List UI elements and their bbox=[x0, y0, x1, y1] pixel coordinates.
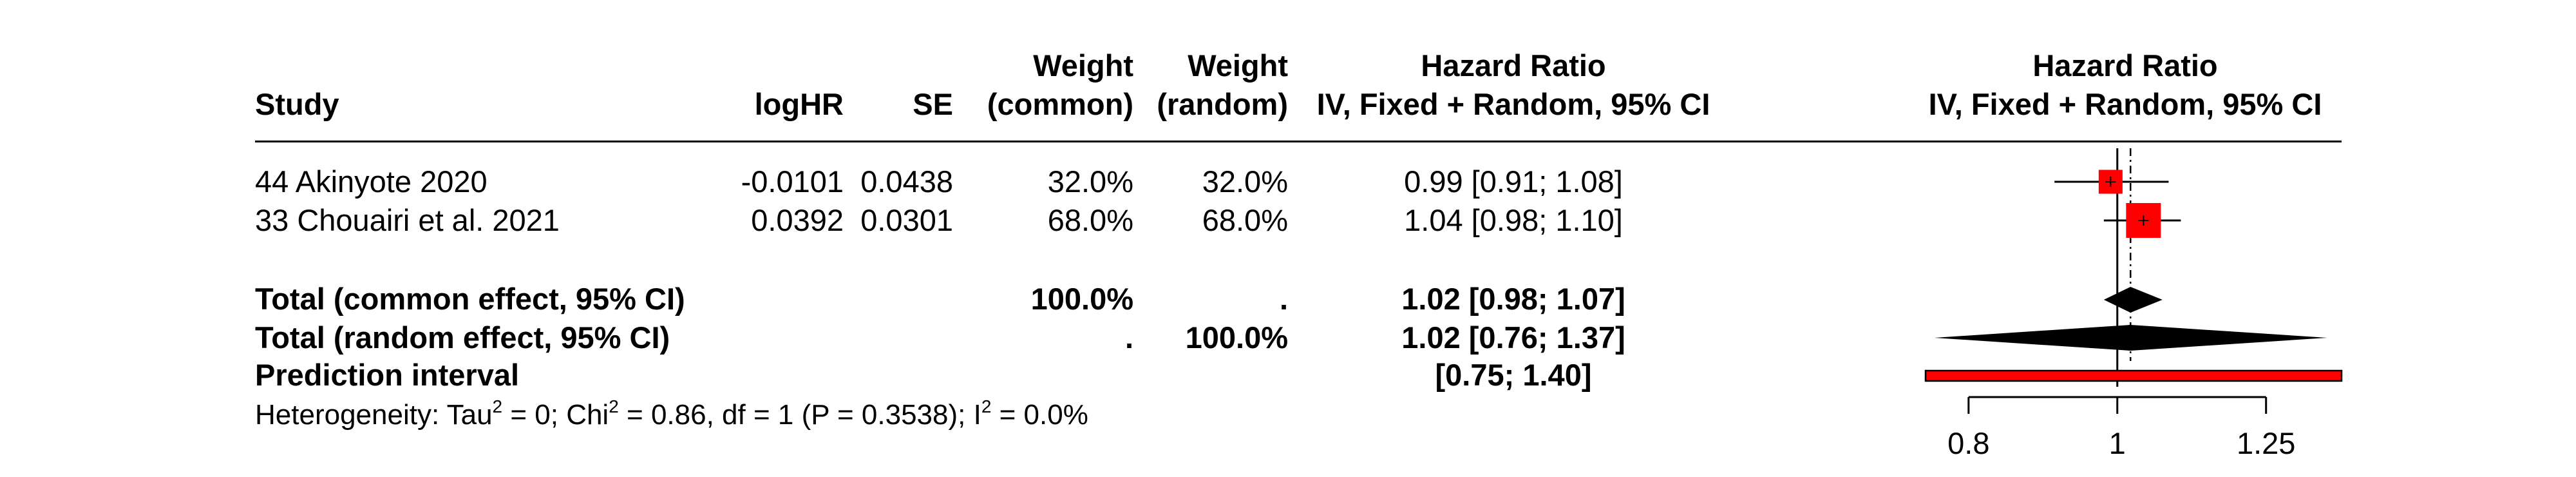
header-weight-random-line1: Weight bbox=[1188, 48, 1288, 83]
header-divider bbox=[255, 141, 2342, 142]
prediction-ci-text: [0.75; 1.40] bbox=[1435, 358, 1592, 392]
study-weight-random: 32.0% bbox=[1202, 164, 1288, 199]
common-ci-text: 1.02 [0.98; 1.07] bbox=[1401, 282, 1625, 316]
common-weight-random: . bbox=[1279, 282, 1288, 316]
header-plot-line2: IV, Fixed + Random, 95% CI bbox=[1928, 87, 2322, 121]
prediction-interval-bar bbox=[1924, 369, 2343, 382]
study-se: 0.0301 bbox=[860, 203, 953, 237]
study-weight-common: 68.0% bbox=[1047, 203, 1133, 237]
random-weight-random: 100.0% bbox=[1185, 320, 1288, 355]
random-effect-label: Total (random effect, 95% CI) bbox=[255, 320, 670, 355]
random-effect-diamond bbox=[1934, 325, 2327, 351]
common-effect-label: Total (common effect, 95% CI) bbox=[255, 282, 685, 316]
study-se: 0.0438 bbox=[860, 164, 953, 199]
header-se: SE bbox=[913, 87, 953, 121]
header-study: Study bbox=[255, 87, 339, 121]
study-label: 33 Chouairi et al. 2021 bbox=[255, 203, 560, 237]
heterogeneity-text: Heterogeneity: Tau2 = 0; Chi2 = 0.86, df… bbox=[255, 396, 1088, 431]
study-weight-random: 68.0% bbox=[1202, 203, 1288, 237]
study-ci-text: 0.99 [0.91; 1.08] bbox=[1404, 164, 1623, 199]
header-hr-line1: Hazard Ratio bbox=[1421, 48, 1606, 83]
header-weight-random-line2: (random) bbox=[1157, 87, 1288, 121]
study-label: 44 Akinyote 2020 bbox=[255, 164, 488, 199]
random-weight-common: . bbox=[1124, 320, 1133, 355]
study-ci-text: 1.04 [0.98; 1.10] bbox=[1404, 203, 1623, 237]
study-weight-common: 32.0% bbox=[1047, 164, 1133, 199]
header-weight-common-line2: (common) bbox=[987, 87, 1133, 121]
study-loghr: -0.0101 bbox=[741, 164, 844, 199]
common-weight-common: 100.0% bbox=[1030, 282, 1133, 316]
common-effect-diamond bbox=[2103, 287, 2163, 313]
random-ci-text: 1.02 [0.76; 1.37] bbox=[1401, 320, 1625, 355]
prediction-label: Prediction interval bbox=[255, 358, 520, 392]
x-axis-tick-label: 1 bbox=[2109, 426, 2126, 460]
study-loghr: 0.0392 bbox=[751, 203, 844, 237]
x-axis-tick-label: 1.25 bbox=[2237, 426, 2295, 460]
header-loghr: logHR bbox=[754, 87, 844, 121]
header-plot-line1: Hazard Ratio bbox=[2032, 48, 2218, 83]
x-axis-tick-label: 0.8 bbox=[1947, 426, 1989, 460]
header-hr-line2: IV, Fixed + Random, 95% CI bbox=[1316, 87, 1710, 121]
header-weight-common-line1: Weight bbox=[1033, 48, 1133, 83]
